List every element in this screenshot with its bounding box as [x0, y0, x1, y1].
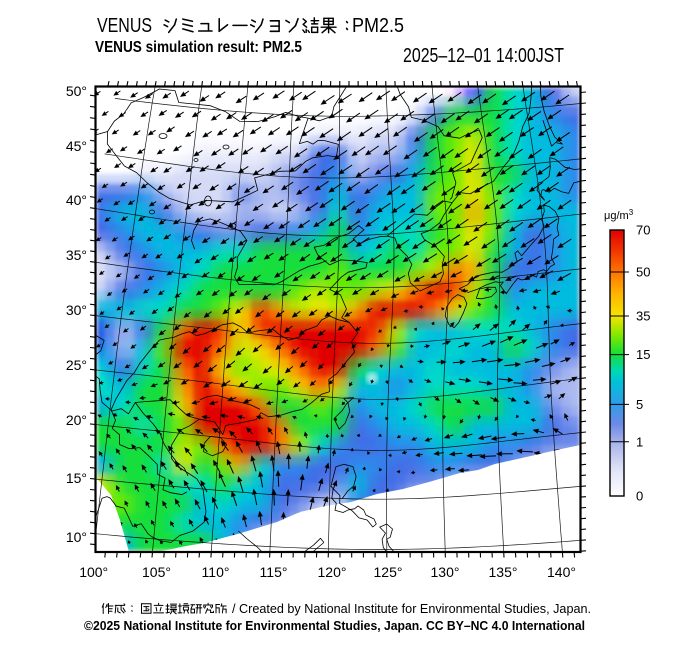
svg-text:100°: 100° [79, 564, 108, 580]
svg-text:115°: 115° [260, 564, 288, 580]
svg-text:105°: 105° [142, 564, 171, 580]
svg-text:VENUS simulation result: PM2.5: VENUS simulation result: PM2.5 [95, 39, 302, 56]
svg-text:130°: 130° [431, 564, 460, 580]
svg-text:35°: 35° [66, 247, 87, 263]
svg-text:10°: 10° [66, 529, 87, 545]
svg-text:©2025 National Institute for E: ©2025 National Institute for Environment… [84, 619, 585, 633]
svg-text:25°: 25° [66, 357, 87, 373]
svg-text:50°: 50° [66, 83, 87, 99]
svg-text:120°: 120° [318, 564, 347, 580]
svg-text:VENUS: VENUS [97, 14, 152, 37]
svg-text:15: 15 [636, 347, 650, 362]
svg-text:PM2.5: PM2.5 [352, 14, 404, 37]
svg-text:20°: 20° [66, 412, 87, 428]
svg-text:35: 35 [636, 309, 650, 324]
svg-text:30°: 30° [66, 302, 87, 318]
svg-text:110°: 110° [202, 564, 230, 580]
svg-text:140°: 140° [547, 564, 576, 580]
svg-text:5: 5 [636, 397, 643, 412]
svg-text:/ Created by National Institut: / Created by National Institute for Envi… [232, 602, 591, 616]
svg-text:μg/m3: μg/m3 [604, 208, 634, 222]
svg-text:125°: 125° [374, 564, 403, 580]
svg-text:2025–12–01 14:00JST: 2025–12–01 14:00JST [403, 45, 564, 67]
svg-text:0: 0 [636, 489, 643, 504]
svg-text:50: 50 [636, 265, 650, 280]
svg-text:135°: 135° [489, 564, 518, 580]
svg-text:1: 1 [636, 434, 643, 449]
svg-text:40°: 40° [66, 192, 87, 208]
svg-text:45°: 45° [66, 138, 87, 154]
svg-text:70: 70 [636, 223, 650, 238]
svg-text:15°: 15° [66, 470, 87, 486]
